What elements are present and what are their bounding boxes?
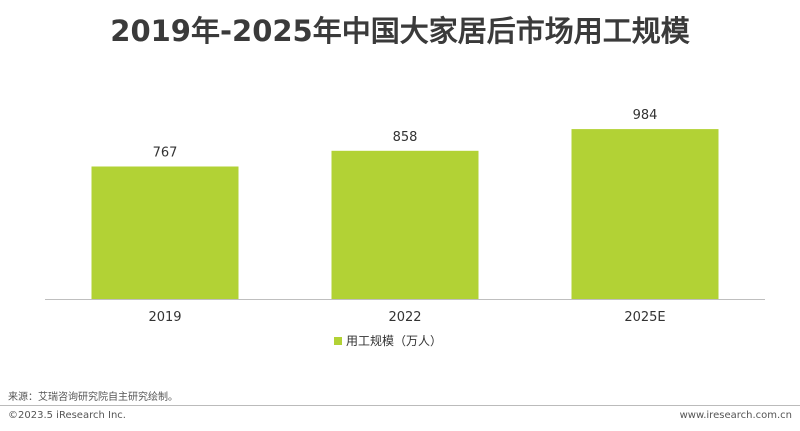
data-label-2022: 858 [393,130,418,145]
x-tick-label-2019: 2019 [148,310,181,325]
x-tick-label-2025E: 2025E [624,310,665,325]
source-note: 来源：艾瑞咨询研究院自主研究绘制。 [8,392,178,403]
bar-2025E [571,129,719,299]
data-label-2025E: 984 [633,108,658,123]
data-label-2019: 767 [153,146,178,161]
x-tick-label-2022: 2022 [388,310,421,325]
footer-divider [0,405,800,406]
legend-label: 用工规模（万人） [346,333,442,348]
bar-chart: 767 2019 858 2022 984 2025E 用工规模（万人） [45,108,765,348]
bar-2022 [331,150,479,299]
legend-swatch [334,337,342,345]
website-link[interactable]: www.iresearch.com.cn [679,410,792,421]
bar-2019 [91,166,239,299]
copyright-text: ©2023.5 iResearch Inc. [8,410,126,421]
chart-title: 2019年-2025年中国大家居后市场用工规模 [110,14,690,48]
